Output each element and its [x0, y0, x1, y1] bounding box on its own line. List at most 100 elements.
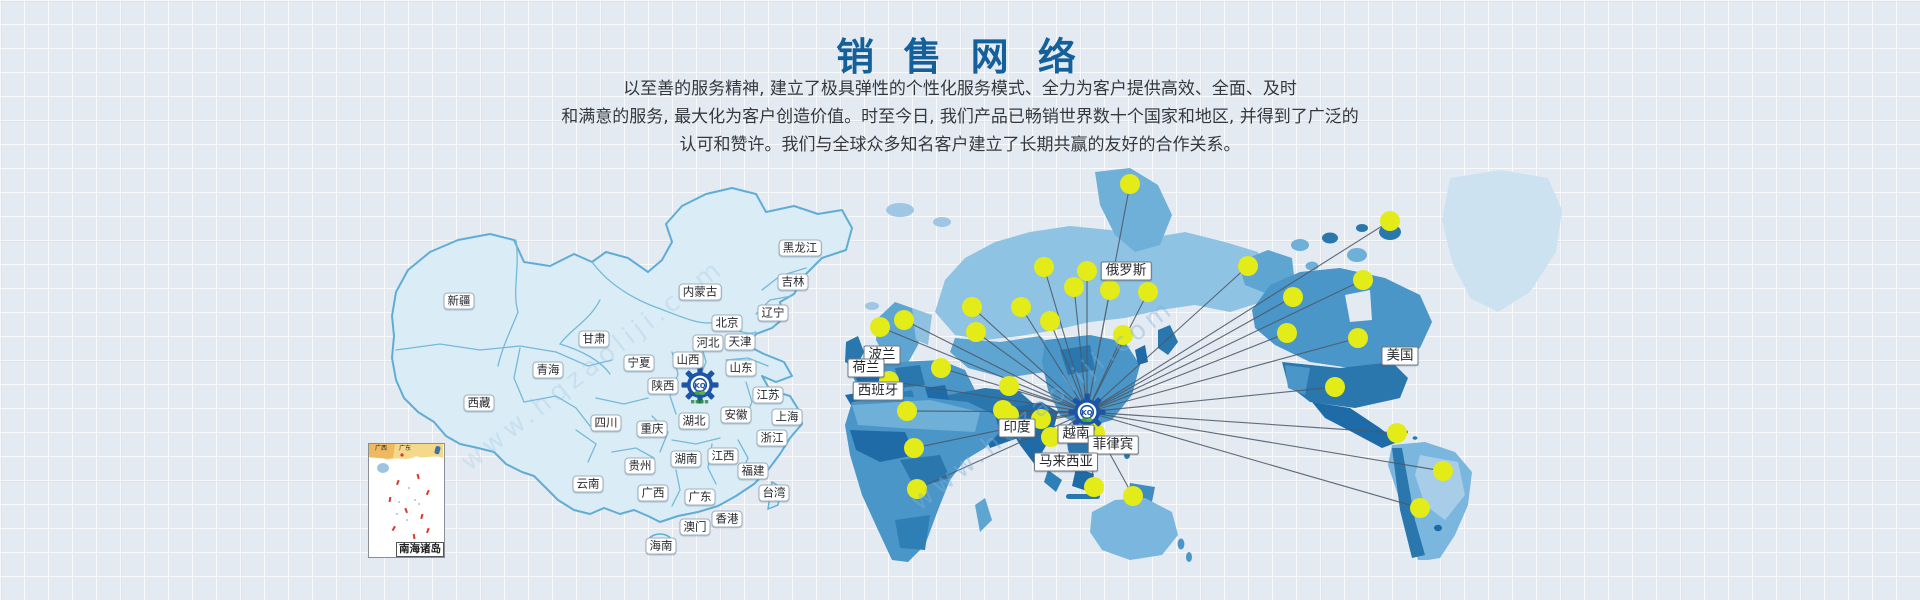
- network-line: [1086, 296, 1294, 413]
- province-label: 辽宁: [757, 304, 789, 322]
- province-label: 云南: [572, 475, 604, 493]
- network-dot: [897, 401, 917, 421]
- island-marks: [388, 473, 430, 547]
- south-africa-shape: [895, 515, 930, 550]
- network-dot: [1353, 270, 1373, 290]
- province-label: 广东: [684, 488, 716, 506]
- inset-mini-map: [369, 444, 443, 547]
- network-line: [1049, 320, 1088, 413]
- country-label: 菲律宾: [1087, 435, 1139, 455]
- province-label: 黑龙江: [778, 239, 822, 257]
- network-dot: [1380, 211, 1400, 231]
- network-dot: [904, 438, 924, 458]
- network-line: [879, 326, 1088, 413]
- province-label: 新疆: [443, 292, 475, 310]
- arctic-islands: [865, 203, 951, 310]
- inset-mini-label: 广东: [399, 445, 412, 452]
- network-dot: [1034, 257, 1054, 277]
- network-dot: [1410, 498, 1430, 518]
- country-label: 印度: [998, 418, 1036, 438]
- mexico-shape: [1312, 402, 1398, 448]
- network-line: [1086, 337, 1359, 413]
- province-label: 上海: [771, 408, 803, 426]
- south-china-sea-inset: 广西 广东 南海诸岛: [368, 443, 445, 558]
- china-outline: [391, 187, 853, 523]
- network-dot: [1238, 256, 1258, 276]
- japan-shape: [1158, 325, 1178, 355]
- andes-shape: [1392, 448, 1425, 558]
- hudson-bay: [1345, 290, 1372, 322]
- network-line: [888, 380, 1088, 413]
- network-dot: [1325, 377, 1345, 397]
- network-line: [1086, 291, 1149, 413]
- west-africa-shape: [850, 430, 915, 462]
- network-dot: [870, 317, 890, 337]
- finland-shape: [912, 308, 932, 345]
- province-label: 甘肃: [578, 330, 610, 348]
- province-label: 安徽: [720, 406, 752, 424]
- network-dot: [1277, 323, 1297, 343]
- new-zealand-shape: [1177, 538, 1192, 562]
- country-label: 俄罗斯: [1100, 261, 1152, 281]
- network-line: [1086, 411, 1444, 472]
- intro-line: 和满意的服务, 最大化为客户创造价值。时至今日, 我们产品已畅销世界数十个国家和…: [561, 107, 1359, 127]
- network-line: [1086, 386, 1336, 413]
- network-line: [1086, 411, 1421, 509]
- page-title: 销 售 网 络: [836, 35, 1084, 79]
- province-label: 湖南: [670, 450, 702, 468]
- network-line: [1043, 266, 1088, 413]
- network-dot: [962, 297, 982, 317]
- country-label: 荷兰: [847, 358, 885, 378]
- network-dot: [1100, 280, 1120, 300]
- network-dot: [1138, 282, 1158, 302]
- province-label: 宁夏: [623, 354, 655, 372]
- network-line: [1086, 265, 1249, 413]
- network-line: [1086, 279, 1364, 413]
- province-label: 吉林: [777, 273, 809, 291]
- network-dot: [1084, 477, 1104, 497]
- sahara-shape: [852, 400, 980, 432]
- network-line: [975, 331, 1088, 413]
- network-line: [1086, 411, 1398, 434]
- province-label: 四川: [590, 414, 622, 432]
- province-label: 浙江: [756, 429, 788, 447]
- province-label: 海南: [645, 537, 677, 555]
- kamchatka-shape: [1095, 168, 1172, 252]
- central-asia-shape: [950, 336, 1058, 378]
- province-label: 江苏: [752, 386, 784, 404]
- network-dots: [870, 174, 1453, 518]
- province-label: 西藏: [463, 394, 495, 412]
- province-label: 北京: [711, 314, 743, 332]
- greenland-shape: [1442, 170, 1562, 312]
- province-label: 广西: [637, 484, 669, 502]
- province-label: 内蒙古: [678, 283, 722, 301]
- province-label: 山东: [725, 359, 757, 377]
- inset-title: 南海诸岛: [396, 542, 444, 557]
- province-label: 山西: [672, 351, 704, 369]
- intro-paragraph: 以至善的服务精神, 建立了极具弹性的个性化服务模式、全力为客户提供高效、全面、及…: [0, 78, 1920, 162]
- network-dot: [999, 376, 1019, 396]
- network-dot: [1283, 287, 1303, 307]
- province-label: 天津: [724, 333, 756, 351]
- province-label: 澳门: [679, 518, 711, 536]
- network-dot: [1064, 277, 1084, 297]
- network-line: [971, 306, 1088, 413]
- network-dot: [1348, 328, 1368, 348]
- network-dot: [1040, 311, 1060, 331]
- network-dot: [1011, 297, 1031, 317]
- network-dot: [1387, 423, 1407, 443]
- network-line: [903, 319, 1088, 413]
- province-label: 香港: [711, 510, 743, 528]
- network-dot: [1031, 409, 1051, 429]
- network-dot: [931, 358, 951, 378]
- network-line: [1073, 286, 1088, 413]
- network-dot: [1077, 261, 1097, 281]
- uruguay-shape: [1434, 524, 1442, 532]
- province-label: 福建: [737, 462, 769, 480]
- country-label: 美国: [1381, 346, 1419, 366]
- network-dot: [1433, 461, 1453, 481]
- usa-west-shape: [1285, 365, 1310, 395]
- network-dot: [966, 322, 986, 342]
